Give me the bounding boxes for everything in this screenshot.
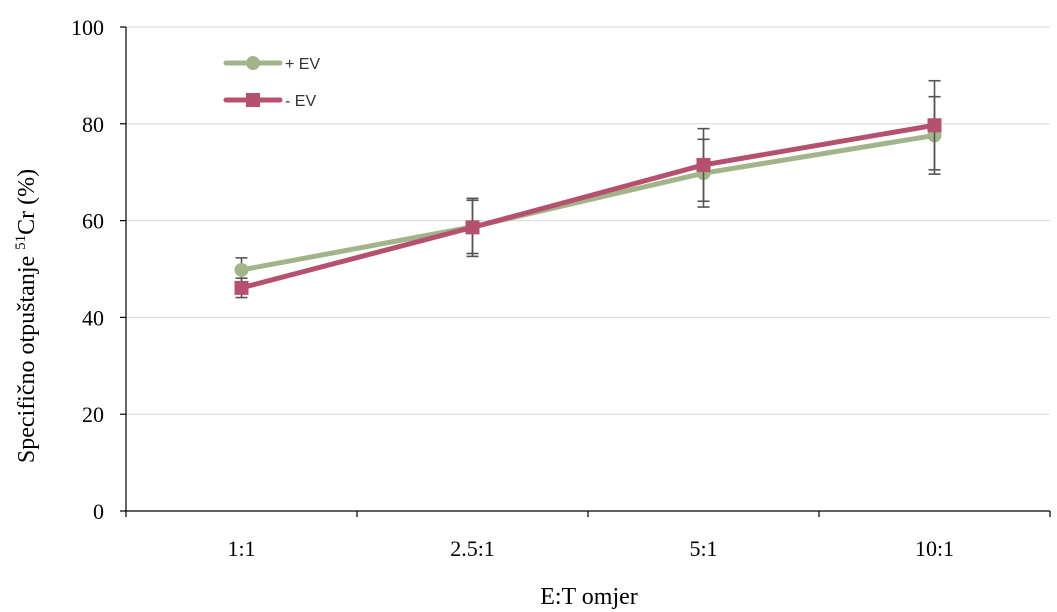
y-axis-title-superscript: 51 — [13, 235, 29, 250]
y-tick-label: 100 — [71, 15, 104, 40]
series-2 — [234, 79, 942, 299]
series-line — [239, 132, 937, 273]
y-axis-title-prefix: Specifično otpuštanje — [14, 250, 40, 463]
legend-label: + EV — [285, 56, 320, 73]
series-1 — [234, 95, 942, 283]
legend: + EV - EV — [223, 56, 320, 110]
data-point — [465, 220, 480, 235]
series — [234, 79, 942, 299]
x-tick-label: 1:1 — [227, 536, 255, 561]
data-point — [927, 118, 942, 133]
x-tick-label: 5:1 — [689, 536, 717, 561]
legend-marker — [246, 93, 260, 107]
x-tick-labels: 1:1 2.5:1 5:1 10:1 — [227, 536, 954, 561]
series-line — [239, 122, 937, 291]
y-axis-title-suffix: Cr (%) — [14, 169, 40, 235]
y-tick-label: 40 — [82, 305, 104, 330]
x-axis-title: E:T omjer — [540, 584, 638, 610]
x-tick-label: 10:1 — [915, 536, 954, 561]
legend-label: - EV — [285, 93, 316, 110]
data-point — [234, 280, 249, 295]
legend-item: + EV — [223, 56, 320, 73]
legend-marker — [246, 56, 260, 70]
axes — [120, 26, 1051, 517]
grid-lines — [126, 26, 1050, 415]
y-tick-label: 20 — [82, 402, 104, 427]
y-tick-label: 60 — [82, 209, 104, 234]
x-tick-label: 2.5:1 — [450, 536, 495, 561]
y-tick-labels: 0 20 40 60 80 100 — [71, 15, 104, 524]
data-point — [234, 262, 249, 277]
y-tick-label: 0 — [93, 499, 104, 524]
legend-item: - EV — [223, 93, 316, 110]
y-axis-title: Specifično otpuštanje 51Cr (%) — [13, 169, 40, 463]
y-tick-label: 80 — [82, 112, 104, 137]
data-point — [696, 157, 711, 172]
